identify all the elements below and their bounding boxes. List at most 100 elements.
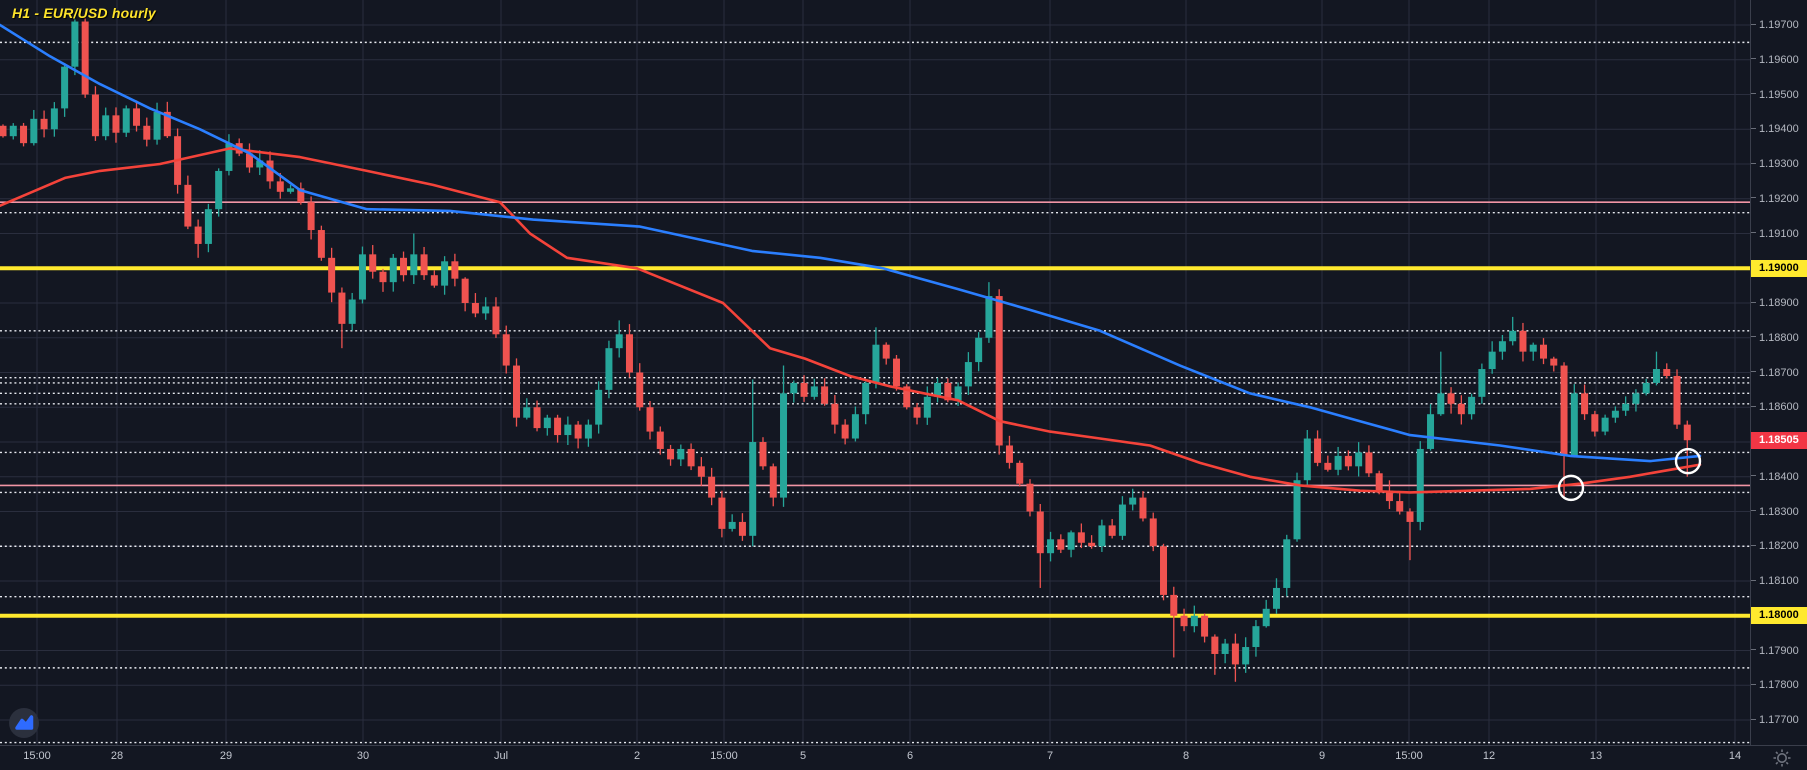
candle-down (143, 125, 151, 140)
candle-up (61, 66, 69, 109)
price-tick (1751, 301, 1756, 303)
candle-down (420, 254, 428, 276)
candlestick-chart[interactable] (0, 0, 1750, 745)
candle-up (810, 386, 818, 397)
candle-up (1283, 539, 1291, 588)
price-tick (1751, 197, 1756, 199)
candle-up (1601, 417, 1609, 432)
candle-up (1129, 497, 1137, 505)
price-axis-label: 1.19500 (1751, 88, 1807, 102)
price-axis-label: 1.17700 (1751, 713, 1807, 727)
candle-down (1160, 546, 1168, 595)
candle-down (513, 365, 520, 418)
candle-up (862, 382, 870, 415)
tradingview-logo-icon[interactable] (7, 706, 41, 740)
price-axis-label: 1.19300 (1751, 157, 1807, 171)
annotation-circle[interactable] (1557, 474, 1585, 502)
candle-up (1622, 403, 1630, 411)
candle-down (81, 21, 89, 95)
key-level-badge[interactable]: 1.18000 (1751, 607, 1807, 625)
candle-down (903, 386, 911, 408)
ma-fast-red[interactable] (0, 147, 1702, 494)
candle-down (1108, 525, 1116, 536)
candle-down (1560, 365, 1568, 456)
price-axis-label: 1.18700 (1751, 366, 1807, 380)
candle-up (348, 299, 356, 324)
candle-down (1324, 462, 1332, 470)
candle-down (1180, 615, 1188, 627)
candle-down (913, 407, 921, 418)
candle-up (1611, 410, 1619, 418)
candle-down (266, 160, 274, 182)
candle-up (934, 382, 942, 397)
candle-up (256, 160, 264, 168)
candle-down (461, 278, 469, 303)
candle-up (1221, 643, 1229, 654)
candle-up (1355, 452, 1363, 467)
price-axis-label: 1.18100 (1751, 574, 1807, 588)
key-level-badge[interactable]: 1.19000 (1751, 259, 1807, 277)
candle-down (317, 230, 325, 258)
candle-up (215, 170, 223, 210)
candle-down (1673, 375, 1681, 425)
candle-up (441, 261, 449, 286)
price-axis-label: 1.17900 (1751, 644, 1807, 658)
candle-up (482, 306, 490, 314)
sun-icon[interactable] (1771, 747, 1793, 769)
price-tick (1751, 475, 1756, 477)
candle-up (102, 115, 110, 137)
candle-down (1663, 369, 1671, 376)
candle-down (133, 108, 141, 126)
candle-up (71, 21, 79, 67)
annotation-circle[interactable] (1674, 447, 1702, 475)
candle-down (759, 442, 767, 467)
candle-down (1077, 532, 1085, 543)
candle-down (163, 111, 171, 137)
candle-down (1088, 542, 1096, 547)
time-axis-label: 14 (1728, 750, 1742, 762)
candle-down (1314, 438, 1322, 463)
time-axis-label: 8 (1182, 750, 1190, 762)
ma-slow-blue[interactable] (0, 23, 1702, 463)
time-axis[interactable]: 15:00 28 29 30 Jul 2 15:00 5 6 7 8 9 15:00 12 13 14 (0, 745, 1807, 770)
candle-down (656, 431, 664, 449)
candle-up (1303, 438, 1311, 481)
candle-up (615, 334, 623, 349)
candle-up (1498, 341, 1506, 352)
price-axis-label: 1.18800 (1751, 331, 1807, 345)
candle-down (718, 497, 726, 529)
time-axis-label: 9 (1318, 750, 1326, 762)
price-tick (1751, 93, 1756, 95)
candle-up (389, 257, 397, 283)
candle-up (1437, 393, 1445, 415)
dotted-levels[interactable] (0, 41, 1750, 744)
current-price-badge[interactable]: 1.18505 (1751, 431, 1807, 449)
candle-down (831, 403, 839, 425)
candle-down (708, 476, 716, 498)
candle-down (112, 115, 120, 133)
candle-down (1036, 511, 1044, 554)
candle-up (595, 389, 603, 425)
candle-up (677, 448, 685, 460)
candle-up (584, 424, 592, 439)
price-axis[interactable]: 1.19700 1.19600 1.19500 1.19400 1.19300 1.192… (1750, 0, 1807, 745)
price-tick (1751, 58, 1756, 60)
candle-down (297, 188, 305, 203)
candle-down (379, 271, 387, 283)
candle-down (995, 296, 1003, 446)
time-axis-label: Jul (493, 750, 509, 762)
candle-up (1047, 539, 1055, 554)
price-axis-label: 1.19400 (1751, 122, 1807, 136)
candle-down (1170, 594, 1178, 616)
chart-title: H1 - EUR/USD hourly (12, 5, 156, 21)
candle-up (790, 382, 798, 394)
candle-up (1293, 480, 1301, 540)
price-tick (1751, 405, 1756, 407)
candle-up (1529, 344, 1537, 352)
candle-up (1652, 369, 1660, 383)
price-axis-label: 1.19100 (1751, 227, 1807, 241)
candle-down (0, 125, 7, 137)
candle-down (892, 358, 900, 387)
candles (0, 14, 1691, 682)
candle-down (369, 254, 377, 272)
